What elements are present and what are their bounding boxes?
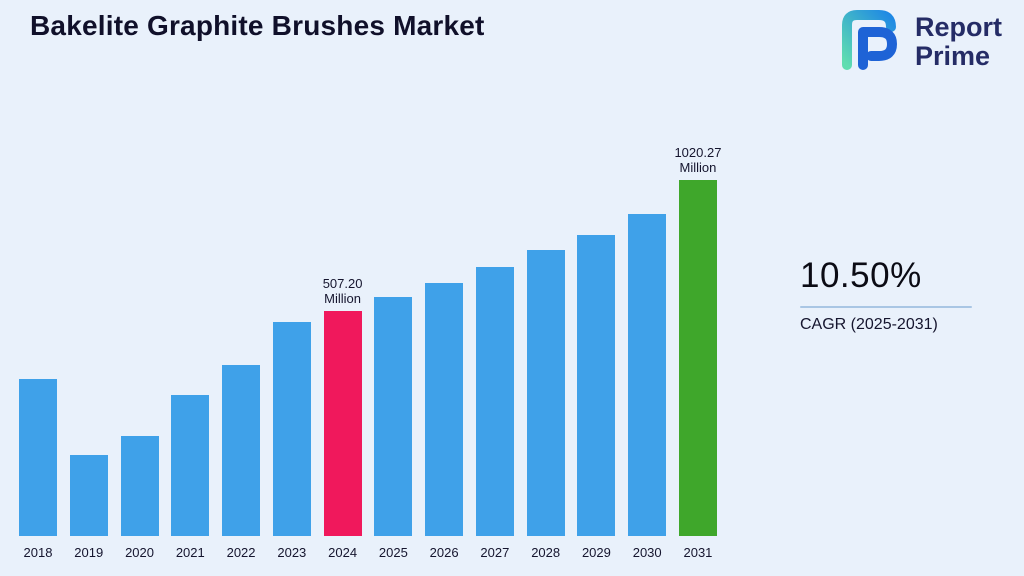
- bar-group-2022: 2022: [219, 130, 263, 560]
- bar-group-2027: 2027: [473, 130, 517, 560]
- bar-2025: [374, 297, 413, 536]
- x-axis-label-2031: 2031: [683, 545, 713, 560]
- x-axis-label-2020: 2020: [125, 545, 154, 560]
- bar-2024: [323, 311, 362, 536]
- bar-plot-area: [171, 130, 210, 536]
- x-axis-label-2027: 2027: [480, 545, 510, 560]
- bar-plot-area: [425, 130, 464, 536]
- x-axis-label-2021: 2021: [175, 545, 205, 560]
- bar-plot-area: [577, 130, 616, 536]
- bar-plot-area: [374, 130, 413, 536]
- bar-plot-area: [475, 130, 514, 536]
- logo-text-report: Report: [915, 12, 1002, 43]
- bar-2022: [222, 365, 261, 536]
- cagr-value: 10.50%: [800, 256, 922, 295]
- bar-2029: [577, 235, 616, 536]
- cagr-label: CAGR (2025-2031): [800, 316, 938, 333]
- x-axis-label-2028: 2028: [531, 545, 561, 560]
- bar-plot-area: [628, 130, 667, 536]
- bar-group-2031: 1020.27 Million 2031: [674, 130, 721, 560]
- bar-2030: [628, 214, 667, 536]
- bar-2021: [171, 395, 210, 536]
- bar-2027: [475, 267, 514, 536]
- bar-2028: [526, 250, 565, 536]
- bar-2018: [19, 379, 57, 536]
- bar-2019: [69, 455, 108, 536]
- bar-2026: [425, 283, 464, 536]
- bar-2023: [272, 322, 311, 536]
- x-axis-label-2030: 2030: [632, 545, 662, 560]
- bar-group-2021: 2021: [168, 130, 212, 560]
- report-prime-logo-text: Report Prime: [915, 13, 1002, 70]
- bar-group-2023: 2023: [270, 130, 314, 560]
- cagr-divider: [800, 306, 972, 308]
- bar-group-2020: 2020: [118, 130, 162, 560]
- bar-plot-area: [69, 130, 108, 536]
- bar-value-label-2024: 507.20 Million: [322, 275, 363, 307]
- x-axis-label-2019: 2019: [74, 545, 104, 560]
- bar-plot-area: 1020.27 Million: [674, 130, 721, 536]
- x-axis-label-2022: 2022: [226, 545, 256, 560]
- x-axis-label-2025: 2025: [378, 545, 408, 560]
- bar-plot-area: [272, 130, 311, 536]
- bar-group-2026: 2026: [422, 130, 466, 560]
- bar-plot-area: [526, 130, 565, 536]
- bar-plot-area: 507.20 Million: [322, 130, 363, 536]
- logo-text-prime: Prime: [915, 40, 991, 71]
- bar-plot-area: [19, 130, 57, 536]
- bar-group-2025: 2025: [371, 130, 415, 560]
- x-axis-label-2026: 2026: [429, 545, 459, 560]
- report-prime-logo: Report Prime: [833, 8, 1002, 75]
- bar-group-2029: 2029: [574, 130, 618, 560]
- page-title: Bakelite Graphite Brushes Market: [30, 10, 485, 41]
- bar-2020: [120, 436, 159, 536]
- x-axis-label-2018: 2018: [23, 545, 53, 560]
- bar-chart: 2018 2019 2020 2021 2022 2023 507.20 Million 202…: [16, 130, 721, 560]
- report-prime-logo-icon: [833, 8, 907, 75]
- bar-value-label-2031: 1020.27 Million: [674, 144, 722, 176]
- bar-group-2019: 2019: [67, 130, 111, 560]
- bar-group-2024: 507.20 Million 2024: [321, 130, 365, 560]
- bar-plot-area: [222, 130, 261, 536]
- x-axis-label-2024: 2024: [328, 545, 358, 560]
- bar-group-2030: 2030: [625, 130, 669, 560]
- bar-group-2028: 2028: [524, 130, 568, 560]
- bar-2031: [678, 180, 717, 536]
- cagr-panel: 10.50% CAGR (2025-2031): [800, 256, 972, 334]
- x-axis-label-2029: 2029: [581, 545, 611, 560]
- bar-group-2018: 2018: [16, 130, 60, 560]
- bar-plot-area: [120, 130, 159, 536]
- x-axis-label-2023: 2023: [277, 545, 307, 560]
